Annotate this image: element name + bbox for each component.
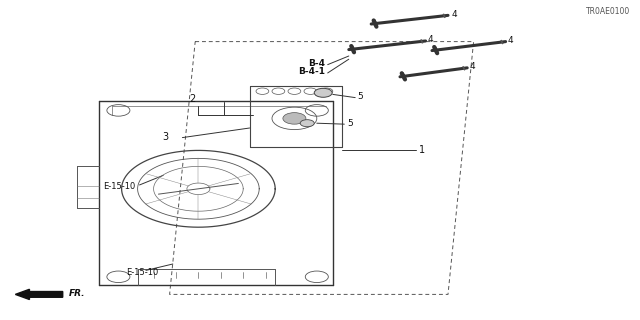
FancyArrow shape — [15, 289, 63, 300]
Text: 5: 5 — [347, 119, 353, 128]
Circle shape — [283, 113, 306, 124]
Text: B-4: B-4 — [308, 59, 325, 68]
Text: 2: 2 — [189, 94, 195, 104]
Text: 1: 1 — [419, 145, 426, 155]
Text: 4: 4 — [470, 62, 476, 71]
Text: E-15-10: E-15-10 — [126, 268, 158, 277]
Text: TR0AE0100: TR0AE0100 — [586, 7, 630, 16]
Text: FR.: FR. — [69, 289, 86, 298]
Text: 4: 4 — [451, 10, 457, 19]
Text: B-4-1: B-4-1 — [298, 67, 325, 76]
Text: 4: 4 — [508, 36, 513, 45]
Text: E-15-10: E-15-10 — [104, 182, 136, 191]
Text: 3: 3 — [162, 132, 168, 142]
Text: 5: 5 — [357, 92, 363, 101]
Circle shape — [300, 120, 314, 127]
Circle shape — [314, 88, 332, 97]
Text: 4: 4 — [428, 36, 433, 44]
